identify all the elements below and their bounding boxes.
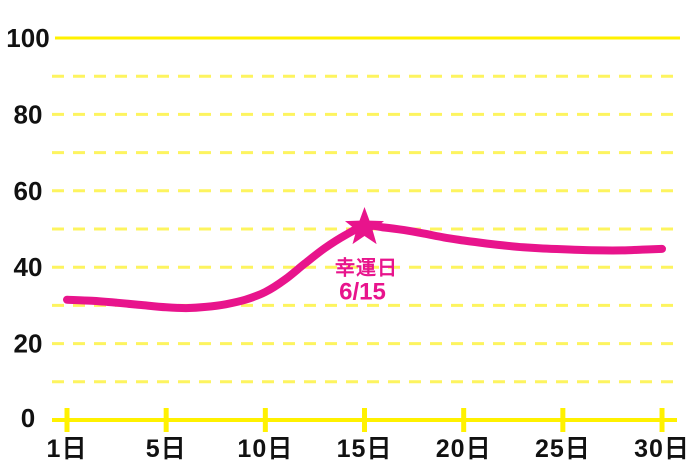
y-axis-labels: 100 80 60 40 20 0	[6, 23, 49, 433]
y-axis-label: 0	[21, 403, 35, 433]
lucky-day-date: 6/15	[339, 278, 386, 305]
x-axis-label: 25日	[535, 435, 591, 463]
x-axis-label: 1日	[47, 435, 88, 463]
x-axis-labels: 1日 5日 10日 15日 20日 25日 30日	[47, 435, 690, 463]
x-axis-label: 5日	[146, 435, 187, 463]
lucky-day-label: 幸運日	[335, 256, 398, 279]
y-axis-label: 40	[14, 252, 43, 282]
y-axis-label: 20	[14, 329, 43, 359]
lucky-day-star-icon	[345, 207, 384, 245]
x-axis-label: 15日	[337, 435, 393, 463]
horizontal-gridlines	[52, 36, 680, 384]
x-axis	[52, 408, 677, 432]
x-axis-label: 20日	[436, 435, 492, 463]
y-axis-label: 100	[6, 23, 49, 53]
x-axis-label: 10日	[237, 435, 293, 463]
y-axis-label: 80	[14, 99, 43, 129]
y-axis-label: 60	[14, 176, 43, 206]
x-axis-label: 30日	[634, 435, 690, 463]
